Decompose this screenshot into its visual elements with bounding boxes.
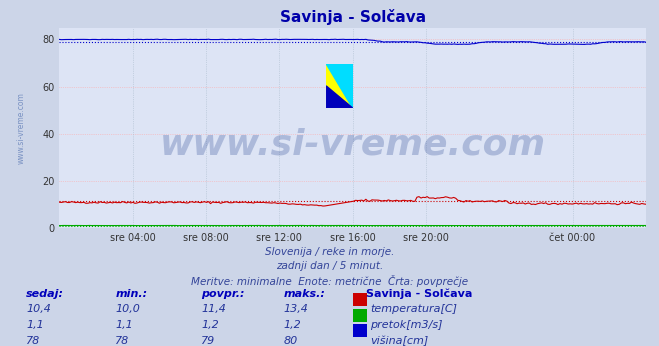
Text: zadnji dan / 5 minut.: zadnji dan / 5 minut. bbox=[276, 261, 383, 271]
Text: min.:: min.: bbox=[115, 289, 148, 299]
Text: 11,4: 11,4 bbox=[201, 304, 226, 315]
Text: Savinja - Solčava: Savinja - Solčava bbox=[366, 289, 472, 299]
Text: www.si-vreme.com: www.si-vreme.com bbox=[159, 127, 546, 161]
Title: Savinja - Solčava: Savinja - Solčava bbox=[279, 9, 426, 25]
Text: 1,2: 1,2 bbox=[283, 320, 301, 330]
Text: 10,4: 10,4 bbox=[26, 304, 51, 315]
Text: 1,1: 1,1 bbox=[115, 320, 133, 330]
Polygon shape bbox=[326, 64, 353, 108]
Text: temperatura[C]: temperatura[C] bbox=[370, 304, 457, 315]
Text: 1,1: 1,1 bbox=[26, 320, 44, 330]
Text: maks.:: maks.: bbox=[283, 289, 326, 299]
Text: sedaj:: sedaj: bbox=[26, 289, 65, 299]
Text: 80: 80 bbox=[283, 336, 298, 346]
Text: pretok[m3/s]: pretok[m3/s] bbox=[370, 320, 443, 330]
Text: Slovenija / reke in morje.: Slovenija / reke in morje. bbox=[265, 247, 394, 257]
Text: višina[cm]: višina[cm] bbox=[370, 336, 428, 346]
Text: povpr.:: povpr.: bbox=[201, 289, 244, 299]
Polygon shape bbox=[326, 86, 353, 108]
Text: 79: 79 bbox=[201, 336, 215, 346]
Text: 78: 78 bbox=[115, 336, 130, 346]
Text: 10,0: 10,0 bbox=[115, 304, 140, 315]
Text: Meritve: minimalne  Enote: metrične  Črta: povprečje: Meritve: minimalne Enote: metrične Črta:… bbox=[191, 275, 468, 287]
Text: 78: 78 bbox=[26, 336, 41, 346]
Text: 1,2: 1,2 bbox=[201, 320, 219, 330]
Text: www.si-vreme.com: www.si-vreme.com bbox=[16, 92, 26, 164]
Text: 13,4: 13,4 bbox=[283, 304, 308, 315]
